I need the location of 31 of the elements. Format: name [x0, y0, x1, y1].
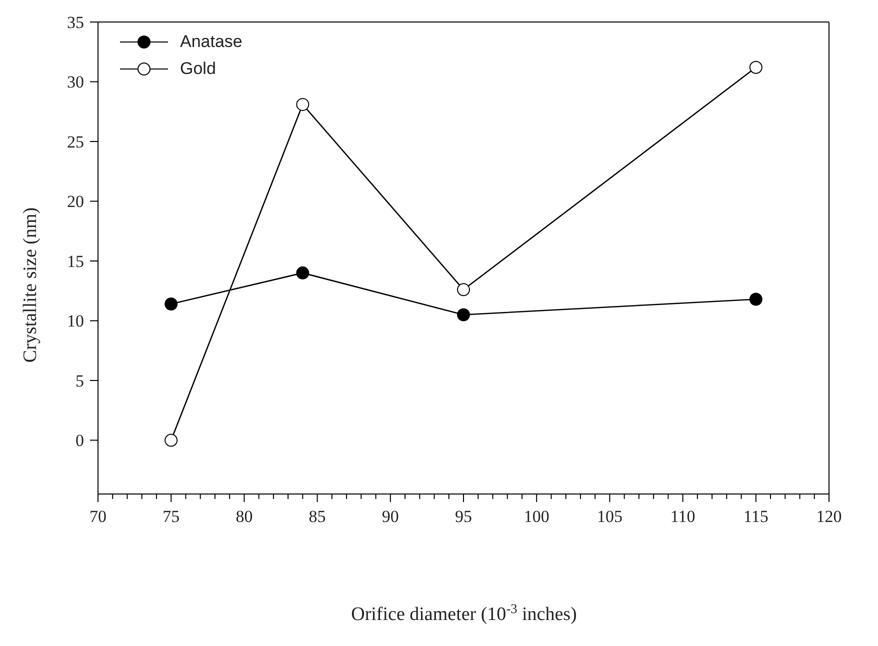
- point: [296, 266, 310, 280]
- point: [749, 60, 762, 74]
- point: [164, 298, 178, 311]
- x-tick-label: 95: [455, 507, 472, 526]
- x-tick-label: 100: [524, 507, 550, 526]
- y-tick-label: 30: [67, 72, 84, 92]
- x-tick-label: 75: [162, 507, 180, 526]
- x-tick-label: 120: [816, 507, 842, 526]
- x-tick-label: 70: [90, 507, 106, 526]
- x-tick-label: 90: [382, 507, 399, 526]
- y-tick-label: 20: [67, 192, 84, 212]
- x-tick-label: 105: [596, 507, 622, 526]
- legend-label: Gold: [180, 58, 216, 78]
- y-tick-label: 10: [67, 312, 84, 331]
- point: [749, 292, 762, 306]
- x-tick-label: 110: [670, 507, 696, 526]
- x-tick-label: 80: [236, 507, 253, 526]
- point: [296, 98, 310, 111]
- x-tick-label: 85: [308, 507, 326, 526]
- point: [457, 308, 470, 322]
- y-tick-label: 5: [76, 371, 84, 390]
- x-tick-label: 115: [743, 507, 768, 526]
- x-axis-title: Orifice diameter (10$^{-3}$ inches): [351, 600, 577, 625]
- legend-label: Anatase: [180, 32, 242, 52]
- y-tick-label: 35: [67, 13, 84, 32]
- y-tick-label: 15: [67, 252, 84, 271]
- y-tick-label: 25: [67, 132, 84, 152]
- point: [457, 283, 470, 296]
- y-axis-title: Crystallite size (nm): [20, 207, 41, 363]
- point: [164, 434, 178, 447]
- y-tick-label: 0: [76, 431, 84, 450]
